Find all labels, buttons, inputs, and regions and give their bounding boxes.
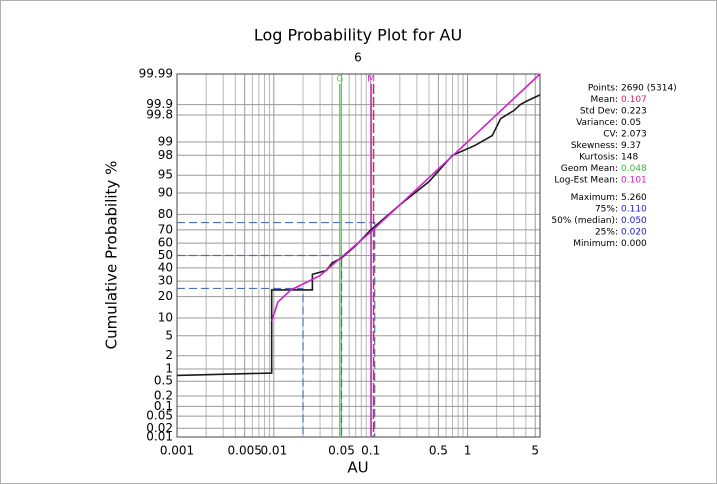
stat-value: 2.073 xyxy=(621,130,647,140)
stat-value: 0.107 xyxy=(621,95,647,105)
y-tick-label: 99 xyxy=(158,134,173,148)
y-tick-label: 99.8 xyxy=(146,108,173,122)
quantile-line xyxy=(177,254,343,437)
stat-label: Log-Est Mean: xyxy=(554,176,618,186)
x-axis-label: AU xyxy=(347,459,368,477)
y-tick-label: 98 xyxy=(158,148,173,162)
reference-label: M xyxy=(367,75,375,85)
stat-label: Maximum: xyxy=(571,193,618,203)
y-tick-label: 10 xyxy=(158,311,173,325)
y-tick-label: 50 xyxy=(158,248,173,262)
stat-label: Variance: xyxy=(576,118,618,128)
stat-value: 0.000 xyxy=(621,239,647,249)
stat-label: Geom Mean: xyxy=(561,164,618,174)
stat-value: 0.050 xyxy=(621,216,647,226)
chart-title: Log Probability Plot for AU xyxy=(254,26,462,45)
stat-label: Skewness: xyxy=(571,141,618,151)
y-tick-label: 2 xyxy=(165,348,173,362)
quantile-line xyxy=(177,221,376,437)
stat-label: CV: xyxy=(603,130,618,140)
y-tick-label: 30 xyxy=(158,274,173,288)
y-tick-label: 0.5 xyxy=(154,374,173,388)
y-tick-label: 99.9 xyxy=(146,97,173,111)
y-tick-label: 0.01 xyxy=(146,430,173,444)
stat-label: Kurtosis: xyxy=(579,153,618,163)
stat-value: 0.101 xyxy=(621,176,647,186)
stat-label: Points: xyxy=(588,84,618,94)
stat-value: 5.260 xyxy=(621,193,647,203)
y-tick-label: 0.05 xyxy=(146,409,173,423)
y-tick-label: 80 xyxy=(158,207,173,221)
series-line xyxy=(270,73,541,322)
stat-label: Std Dev: xyxy=(580,107,618,117)
chart-subtitle: 6 xyxy=(354,51,362,65)
y-tick-label: 90 xyxy=(158,185,173,199)
y-tick-label: 60 xyxy=(158,236,173,250)
y-tick-label: 5 xyxy=(165,328,173,342)
x-tick-label: 0.1 xyxy=(361,444,380,458)
reference-label: G xyxy=(336,75,343,85)
stat-value: 0.020 xyxy=(621,228,647,238)
y-tick-label: 0.2 xyxy=(154,388,173,402)
x-tick-label: 0.5 xyxy=(429,444,448,458)
stat-value: 0.05 xyxy=(621,118,641,128)
stat-label: 50% (median): xyxy=(551,216,618,226)
stat-value: 9.37 xyxy=(621,141,641,151)
y-axis-label: Cumulative Probability % xyxy=(103,161,121,350)
y-tick-label: 40 xyxy=(158,260,173,274)
y-tick-label: 1 xyxy=(165,362,173,376)
stat-label: 25%: xyxy=(595,228,618,238)
y-tick-label: 70 xyxy=(158,222,173,236)
stat-value: 0.110 xyxy=(621,205,647,215)
quantile-line xyxy=(177,287,304,437)
stat-value: 148 xyxy=(621,153,638,163)
y-tick-label: 95 xyxy=(158,168,173,182)
y-tick-label: 20 xyxy=(158,289,173,303)
stat-value: 0.048 xyxy=(621,164,647,174)
x-tick-label: 0.05 xyxy=(328,444,355,458)
stat-label: Mean: xyxy=(590,95,618,105)
stat-label: 75%: xyxy=(595,205,618,215)
y-tick-label: 0.1 xyxy=(154,399,173,413)
x-tick-label: 1 xyxy=(464,444,472,458)
stat-value: 0.223 xyxy=(621,107,647,117)
stat-value: 2690 (5314) xyxy=(621,84,677,94)
x-tick-label: 0.005 xyxy=(228,444,262,458)
y-tick-label: 0.02 xyxy=(146,421,173,435)
stat-label: Minimum: xyxy=(573,239,618,249)
y-tick-label: 99.99 xyxy=(139,67,173,81)
x-tick-label: 0.01 xyxy=(260,444,287,458)
x-tick-label: 5 xyxy=(531,444,539,458)
x-tick-label: 0.001 xyxy=(160,444,194,458)
